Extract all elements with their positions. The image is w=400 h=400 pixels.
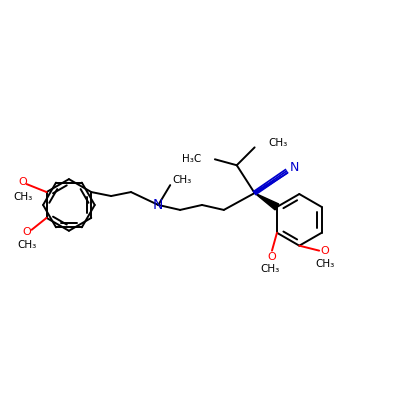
Text: H₃C: H₃C (182, 154, 201, 164)
Text: CH₃: CH₃ (172, 175, 192, 185)
Text: O: O (268, 252, 276, 262)
Text: O: O (321, 246, 330, 256)
Text: N: N (290, 161, 299, 174)
Text: CH₃: CH₃ (268, 138, 288, 148)
Text: CH₃: CH₃ (260, 264, 280, 274)
Text: N: N (153, 198, 164, 212)
Polygon shape (255, 193, 279, 210)
Text: CH₃: CH₃ (17, 240, 36, 250)
Text: CH₃: CH₃ (13, 192, 32, 202)
Text: O: O (22, 227, 31, 237)
Text: CH₃: CH₃ (316, 258, 335, 268)
Text: O: O (18, 177, 27, 187)
